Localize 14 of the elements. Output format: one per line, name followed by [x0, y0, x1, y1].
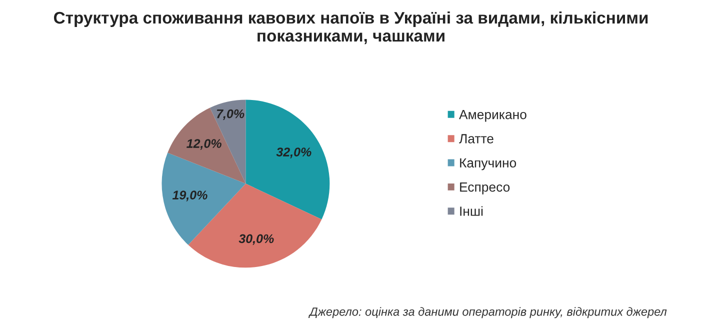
legend-label: Американо: [459, 110, 526, 122]
text: Джерело: оцінка за даними операторів ринку, відкритих джерел: [308, 307, 667, 318]
pie-slice: [168, 108, 246, 184]
data-label: 19,0%: [172, 190, 208, 202]
legend-label: Еспресо: [460, 182, 510, 194]
data-label: 30,0%: [238, 234, 274, 245]
pie-slice: [246, 100, 330, 220]
legend-label: Латте: [459, 134, 494, 144]
data-label: 32,0%: [276, 148, 312, 158]
data-label: 12,0%: [186, 139, 222, 150]
legend-label: Капучино: [460, 158, 516, 170]
legend-label: Інші: [460, 206, 483, 216]
chart-title: Структура споживання кавових напоїв в Україні за видами, кількісними показниками, чашками: [54, 11, 648, 44]
data-label: 7,0%: [216, 109, 244, 120]
